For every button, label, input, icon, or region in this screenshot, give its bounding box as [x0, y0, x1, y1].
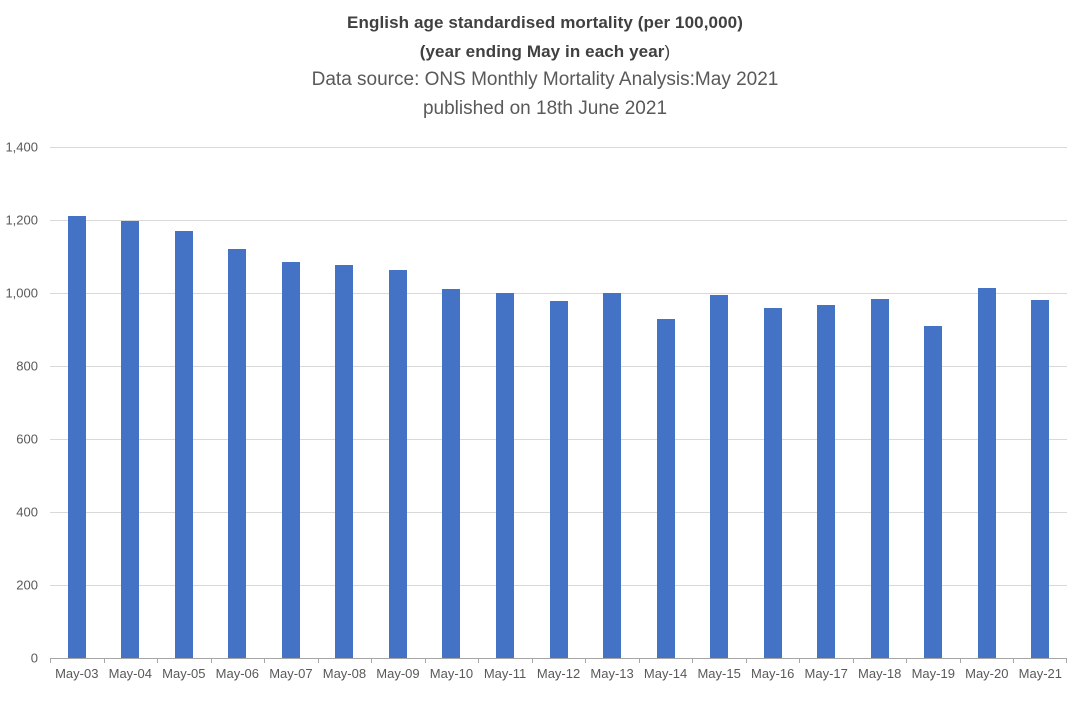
- y-axis-labels: 0 200 400 600 800 1,000 1,200 1,400: [0, 140, 38, 666]
- bar-slot-may-21: [1014, 147, 1068, 658]
- x-axis-label: May-12: [536, 666, 581, 681]
- y-axis-label: 1,400: [5, 139, 38, 155]
- axis-tick: [317, 658, 319, 663]
- y-axis-label: 600: [16, 431, 38, 447]
- x-axis-label: May-09: [376, 666, 420, 681]
- x-axis-label: May-16: [750, 666, 795, 681]
- bar-slot-may-16: [746, 147, 800, 658]
- bar-slot-may-06: [211, 147, 265, 658]
- bar-may-06: [228, 249, 247, 658]
- axis-tick: [210, 658, 212, 663]
- axis-tick: [264, 658, 266, 663]
- bar-slot-may-04: [104, 147, 158, 658]
- bar-slot-may-19: [907, 147, 961, 658]
- x-axis-ticks: [50, 658, 1067, 663]
- x-axis-label: May-21: [1018, 666, 1062, 681]
- x-axis-labels: May-03 May-04 May-05 May-06 May-07 May-08 May-…: [50, 666, 1067, 681]
- gridline: [50, 147, 1067, 148]
- chart-title-source: Data source: ONS Monthly Mortality Analy…: [311, 69, 779, 90]
- bar-slot-may-03: [50, 147, 104, 658]
- axis-tick: [103, 658, 105, 663]
- bar-may-09: [388, 270, 407, 658]
- bar-slot-may-14: [639, 147, 693, 658]
- bar-series: [50, 147, 1067, 658]
- bar-may-15: [710, 295, 729, 658]
- y-axis-label: 0: [30, 650, 38, 666]
- y-axis-label: 1,200: [5, 212, 38, 228]
- x-axis-label: May-17: [804, 666, 848, 681]
- chart-title-line1: English age standardised mortality (per …: [347, 13, 743, 32]
- axis-tick: [50, 658, 51, 663]
- x-axis-label: May-05: [162, 666, 206, 681]
- x-axis-label: May-03: [55, 666, 99, 681]
- axis-tick: [692, 658, 694, 663]
- bar-may-21: [1031, 300, 1050, 658]
- axis-tick: [852, 658, 854, 663]
- bar-may-04: [121, 221, 140, 658]
- chart-title-line2: (year ending May in each year): [419, 41, 671, 61]
- bar-slot-may-07: [264, 147, 318, 658]
- bar-slot-may-12: [532, 147, 586, 658]
- x-axis-label: May-14: [643, 666, 688, 681]
- bar-may-05: [174, 231, 193, 658]
- bar-may-19: [924, 326, 943, 658]
- axis-tick: [157, 658, 159, 663]
- y-axis-label: 400: [16, 504, 38, 520]
- axis-tick: [531, 658, 533, 663]
- x-axis-label: May-15: [697, 666, 741, 681]
- bar-may-08: [335, 265, 354, 658]
- gridline: [50, 293, 1067, 294]
- bar-may-14: [656, 318, 675, 658]
- x-axis-label: May-20: [965, 666, 1009, 681]
- x-axis-label: May-10: [429, 666, 474, 681]
- x-axis-label: May-06: [215, 666, 260, 681]
- bar-slot-may-20: [960, 147, 1014, 658]
- y-axis-label: 200: [16, 577, 38, 593]
- bar-slot-may-11: [478, 147, 532, 658]
- bar-slot-may-09: [371, 147, 425, 658]
- x-axis-label: May-07: [269, 666, 313, 681]
- bar-may-12: [549, 301, 568, 658]
- bar-may-11: [496, 293, 515, 658]
- axis-tick: [799, 658, 801, 663]
- y-axis-label: 1,000: [5, 285, 38, 301]
- x-axis-label: May-11: [483, 666, 527, 681]
- axis-tick: [478, 658, 480, 663]
- bar-slot-may-10: [425, 147, 479, 658]
- x-axis-label: May-18: [858, 666, 902, 681]
- y-axis-label: 800: [16, 358, 38, 374]
- x-axis-label: May-13: [590, 666, 634, 681]
- bar-slot-may-13: [585, 147, 639, 658]
- axis-tick: [585, 658, 587, 663]
- axis-tick: [424, 658, 426, 663]
- axis-tick: [906, 658, 908, 663]
- bar-may-16: [763, 307, 782, 658]
- bar-slot-may-15: [692, 147, 746, 658]
- x-axis-label: May-19: [911, 666, 955, 681]
- plot-area: [50, 147, 1067, 663]
- bar-may-07: [281, 261, 300, 658]
- bar-may-17: [817, 305, 836, 658]
- chart-title-published: published on 18th June 2021: [422, 97, 668, 119]
- axis-tick: [1066, 658, 1067, 663]
- bar-may-03: [67, 216, 86, 658]
- bar-slot-may-18: [853, 147, 907, 658]
- bar-may-20: [977, 288, 996, 658]
- axis-tick: [371, 658, 373, 663]
- bar-may-13: [603, 293, 622, 658]
- bar-may-10: [442, 289, 461, 658]
- axis-tick: [959, 658, 961, 663]
- bar-may-18: [870, 299, 889, 658]
- axis-tick: [745, 658, 747, 663]
- chart-title: English age standardised mortality (per …: [0, 9, 1090, 123]
- x-axis-label: May-08: [322, 666, 367, 681]
- gridline: [50, 220, 1067, 221]
- bar-slot-may-08: [318, 147, 372, 658]
- bar-slot-may-17: [799, 147, 853, 658]
- bar-slot-may-05: [157, 147, 211, 658]
- axis-tick: [638, 658, 640, 663]
- axis-tick: [1013, 658, 1015, 663]
- x-axis-label: May-04: [108, 666, 152, 681]
